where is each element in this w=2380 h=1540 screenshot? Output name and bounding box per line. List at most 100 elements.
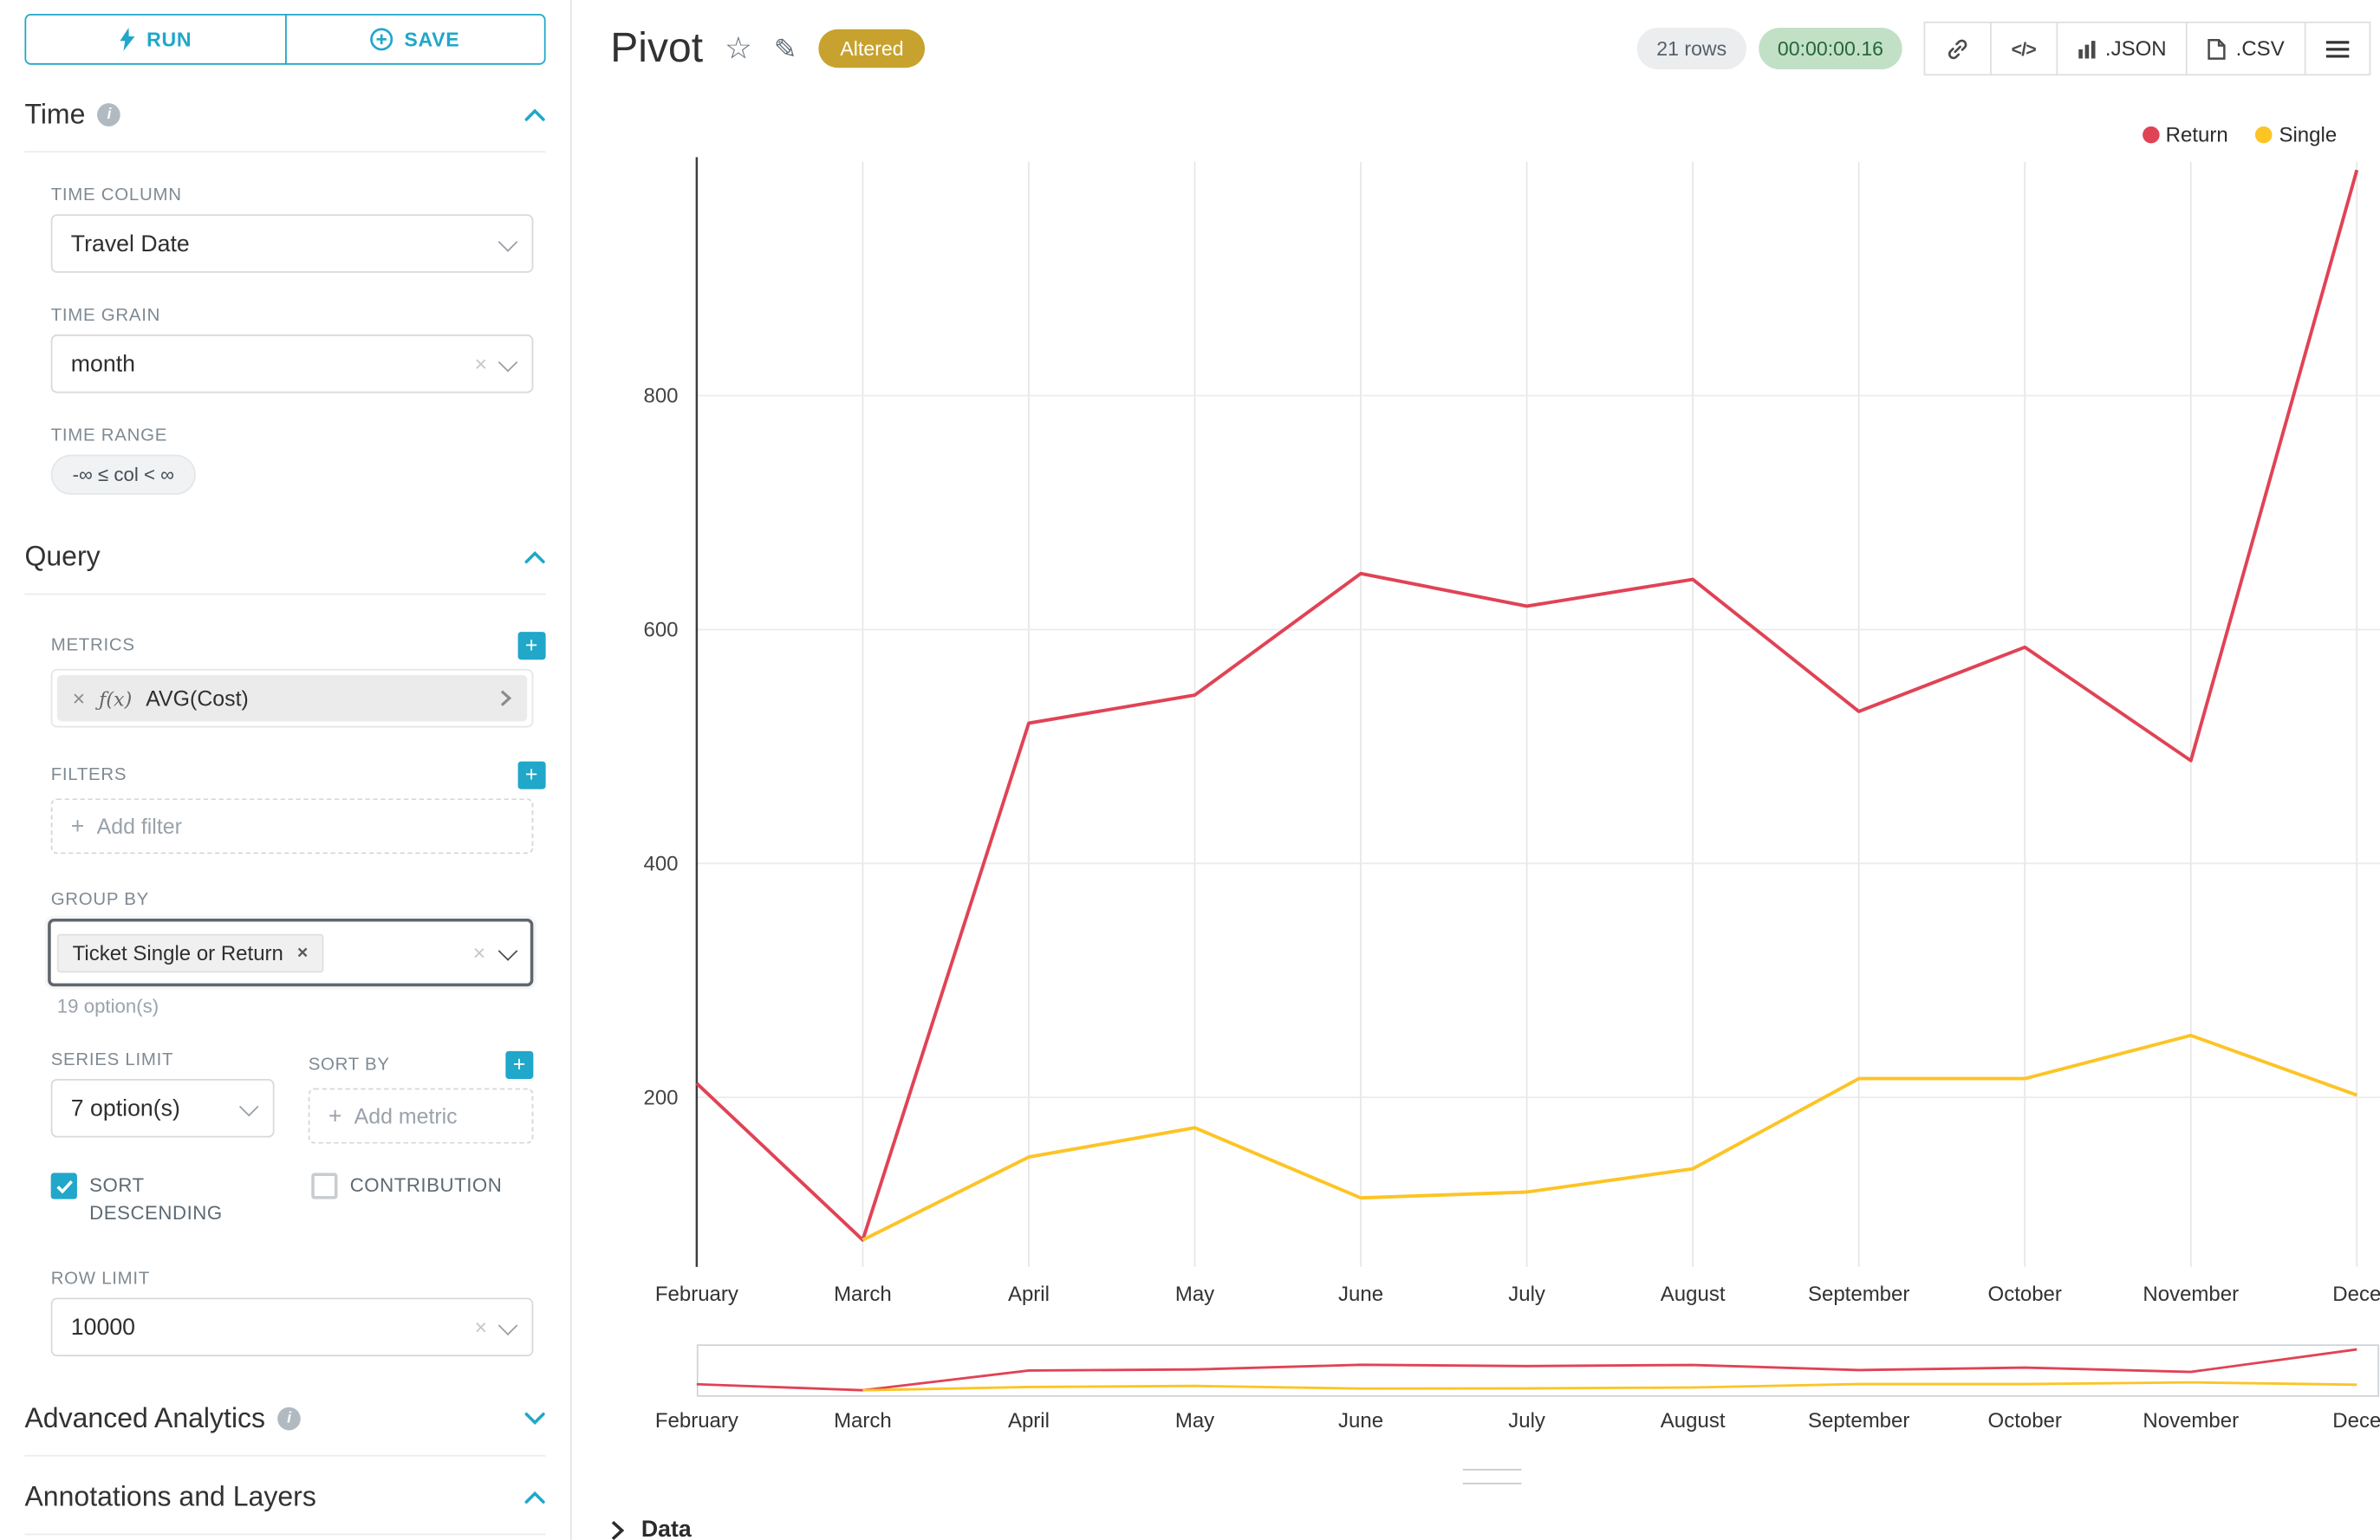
brush-x-label: August: [1661, 1409, 1726, 1433]
favorite-star-icon[interactable]: ☆: [724, 31, 752, 66]
x-axis-label: June: [1338, 1283, 1383, 1306]
add-filter-button[interactable]: +: [517, 761, 546, 789]
panel-divider[interactable]: [570, 0, 572, 1540]
export-csv-button[interactable]: .CSV: [2186, 21, 2306, 76]
series-line-single[interactable]: [862, 1033, 2357, 1242]
limit-sort-row: SERIES LIMIT 7 option(s) SORT BY + + Add…: [50, 1017, 534, 1144]
add-filter-placeholder: Add filter: [96, 814, 182, 839]
chevron-right-icon[interactable]: [499, 689, 512, 707]
legend-dot-icon: [2255, 126, 2273, 144]
y-tick-label: 600: [643, 619, 678, 642]
bar-chart-icon: [2078, 40, 2096, 58]
series-limit-value: 7 option(s): [70, 1095, 180, 1121]
fx-icon: ƒ(x): [99, 686, 133, 710]
time-range-brush[interactable]: February March April May June July August Septe…: [572, 1344, 2380, 1439]
main-chart[interactable]: 200 400 600 800 February March April May June Jul…: [572, 154, 2380, 1318]
time-range-pill[interactable]: -∞ ≤ col < ∞: [50, 454, 196, 495]
section-title: Query: [24, 541, 101, 572]
chevron-down-icon: [497, 351, 518, 372]
groupby-options-hint: 19 option(s): [56, 995, 159, 1017]
series-line-return[interactable]: [695, 169, 2359, 1242]
sort-by-dropzone[interactable]: + Add metric: [308, 1088, 534, 1144]
brush-x-label: April: [1008, 1409, 1050, 1433]
time-grain-value: month: [70, 350, 135, 377]
time-column-value: Travel Date: [70, 230, 190, 257]
groupby-label: GROUP BY: [50, 890, 149, 910]
legend-label: Return: [2165, 123, 2228, 146]
plus-icon: +: [328, 1102, 342, 1129]
contribution-option[interactable]: CONTRIBUTION: [311, 1172, 502, 1227]
metrics-label-row: METRICS +: [51, 632, 546, 660]
query-timer-pill: 00:00:00.16: [1759, 28, 1902, 70]
row-limit-select[interactable]: 10000 ×: [50, 1297, 534, 1357]
section-header-time[interactable]: Time i: [24, 99, 546, 153]
time-column-select[interactable]: Travel Date: [50, 214, 534, 273]
chevron-down-icon: [497, 940, 518, 960]
sort-by-placeholder: Add metric: [354, 1103, 458, 1128]
sort-descending-option[interactable]: SORT DESCENDING: [50, 1172, 275, 1227]
run-label: RUN: [146, 28, 192, 51]
export-json-button[interactable]: .JSON: [2056, 21, 2188, 76]
metrics-label: METRICS: [50, 636, 135, 655]
section-header-advanced-analytics[interactable]: Advanced Analytics i: [24, 1403, 546, 1458]
add-metric-button[interactable]: +: [517, 632, 546, 660]
section-header-query[interactable]: Query: [24, 541, 546, 595]
add-sort-metric-button[interactable]: +: [505, 1050, 534, 1079]
brush-frame[interactable]: [696, 1344, 2380, 1397]
info-icon[interactable]: i: [277, 1407, 301, 1431]
section-header-annotations[interactable]: Annotations and Layers: [24, 1481, 546, 1536]
share-link-button[interactable]: [1923, 21, 1992, 76]
data-expander[interactable]: Data: [610, 1517, 692, 1540]
data-section-label: Data: [641, 1517, 692, 1540]
remove-icon[interactable]: ×: [296, 941, 309, 964]
groupby-select[interactable]: Ticket Single or Return × ×: [48, 918, 534, 987]
filters-label-row: FILTERS +: [51, 761, 546, 789]
row-limit-label: ROW LIMIT: [50, 1270, 151, 1290]
brush-x-label: June: [1338, 1409, 1383, 1433]
groupby-pill[interactable]: Ticket Single or Return ×: [56, 932, 324, 972]
time-grain-select[interactable]: month ×: [50, 334, 534, 393]
remove-icon[interactable]: ×: [72, 686, 86, 711]
chevron-up-icon[interactable]: [524, 550, 546, 564]
export-button-group: </> .JSON .CSV: [1923, 21, 2371, 76]
sort-descending-checkbox[interactable]: [50, 1173, 77, 1199]
chart-menu-button[interactable]: [2304, 21, 2371, 76]
legend-item-return[interactable]: Return: [2142, 123, 2228, 146]
bolt-icon: [120, 28, 135, 51]
chevron-up-icon[interactable]: [524, 107, 546, 121]
clear-icon[interactable]: ×: [474, 1315, 488, 1340]
file-icon: [2208, 38, 2227, 59]
info-icon[interactable]: i: [97, 103, 121, 127]
metric-value: AVG(Cost): [146, 686, 249, 711]
chevron-down-icon[interactable]: [524, 1413, 546, 1426]
run-button[interactable]: RUN: [24, 14, 286, 65]
chevron-down-icon: [497, 231, 518, 251]
metric-pill[interactable]: × ƒ(x) AVG(Cost): [56, 674, 528, 722]
section-title: Annotations and Layers: [24, 1481, 316, 1513]
clear-icon[interactable]: ×: [474, 351, 488, 376]
add-filter-dropzone[interactable]: + Add filter: [50, 798, 534, 854]
plus-icon: +: [70, 813, 85, 840]
chart-title: Pivot: [610, 24, 704, 71]
row-limit-value: 10000: [70, 1314, 136, 1341]
x-axis-label: November: [2143, 1283, 2239, 1306]
groupby-value: Ticket Single or Return: [72, 940, 283, 965]
contribution-checkbox[interactable]: [311, 1173, 338, 1199]
save-button[interactable]: SAVE: [284, 14, 546, 65]
brush-series-return: [696, 1348, 2357, 1392]
view-query-button[interactable]: </>: [1989, 21, 2058, 76]
x-axis-label: September: [1808, 1283, 1909, 1306]
series-limit-select[interactable]: 7 option(s): [50, 1078, 275, 1138]
sort-descending-label: SORT DESCENDING: [89, 1174, 223, 1225]
legend-item-single[interactable]: Single: [2255, 123, 2337, 146]
edit-icon[interactable]: ✎: [773, 33, 797, 64]
brush-x-label: March: [834, 1409, 892, 1433]
clear-icon[interactable]: ×: [472, 939, 486, 965]
y-tick-label: 400: [643, 852, 678, 875]
chevron-up-icon[interactable]: [524, 1491, 546, 1504]
export-csv-label: .CSV: [2235, 36, 2285, 61]
resize-grip[interactable]: [1462, 1468, 1522, 1485]
x-axis-label: February: [655, 1283, 738, 1306]
time-range-label: TIME RANGE: [50, 426, 168, 445]
